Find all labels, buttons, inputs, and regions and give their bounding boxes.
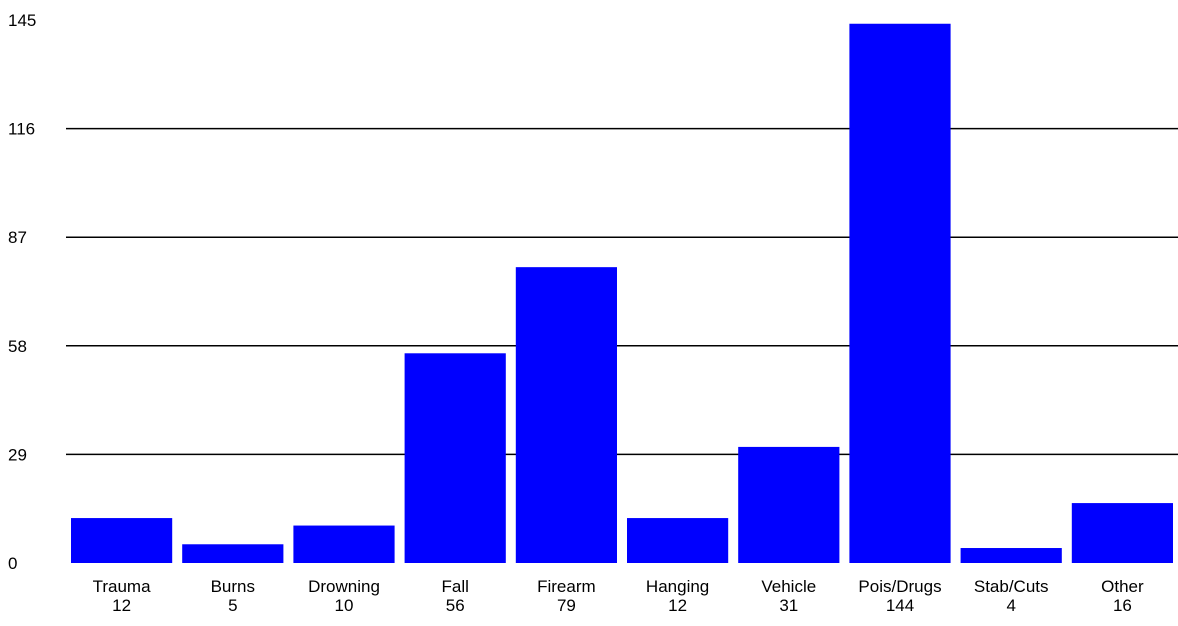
x-category-label: Trauma bbox=[93, 577, 151, 596]
y-tick-label: 0 bbox=[8, 554, 17, 573]
x-category-label: Pois/Drugs bbox=[858, 577, 941, 596]
x-axis-labels: Trauma12Burns5Drowning10Fall56Firearm79H… bbox=[93, 577, 1144, 615]
bar bbox=[1071, 503, 1173, 563]
x-category-label: Hanging bbox=[646, 577, 709, 596]
y-tick-label: 116 bbox=[8, 120, 35, 139]
bar-value-label: 16 bbox=[1113, 596, 1132, 615]
bar-value-label: 79 bbox=[557, 596, 576, 615]
y-tick-label: 58 bbox=[8, 337, 27, 356]
bar bbox=[960, 548, 1062, 563]
bar-value-label: 12 bbox=[668, 596, 687, 615]
bar-value-label: 56 bbox=[446, 596, 465, 615]
bar bbox=[71, 518, 173, 563]
bar-value-label: 4 bbox=[1006, 596, 1015, 615]
bar bbox=[515, 267, 617, 563]
x-category-label: Fall bbox=[441, 577, 468, 596]
y-tick-label: 87 bbox=[8, 228, 27, 247]
y-tick-label: 145 bbox=[8, 11, 36, 30]
x-category-label: Other bbox=[1101, 577, 1144, 596]
y-tick-label: 29 bbox=[8, 445, 27, 464]
bar-value-label: 12 bbox=[112, 596, 131, 615]
y-axis-ticks: 0 29 58 87 116 145 bbox=[8, 11, 36, 573]
x-category-label: Stab/Cuts bbox=[974, 577, 1049, 596]
x-category-label: Drowning bbox=[308, 577, 380, 596]
x-category-label: Burns bbox=[211, 577, 255, 596]
bars bbox=[71, 23, 1173, 564]
bar bbox=[849, 23, 951, 564]
bar bbox=[293, 525, 395, 563]
bar bbox=[738, 446, 840, 563]
bar-value-label: 31 bbox=[779, 596, 798, 615]
bar-value-label: 10 bbox=[335, 596, 354, 615]
bar-value-label: 5 bbox=[228, 596, 237, 615]
gridlines bbox=[66, 127, 1178, 456]
x-category-label: Vehicle bbox=[761, 577, 816, 596]
bar-value-label: 144 bbox=[886, 596, 914, 615]
bar bbox=[404, 353, 506, 563]
x-category-label: Firearm bbox=[537, 577, 596, 596]
bar bbox=[627, 518, 729, 563]
bar bbox=[182, 544, 284, 563]
